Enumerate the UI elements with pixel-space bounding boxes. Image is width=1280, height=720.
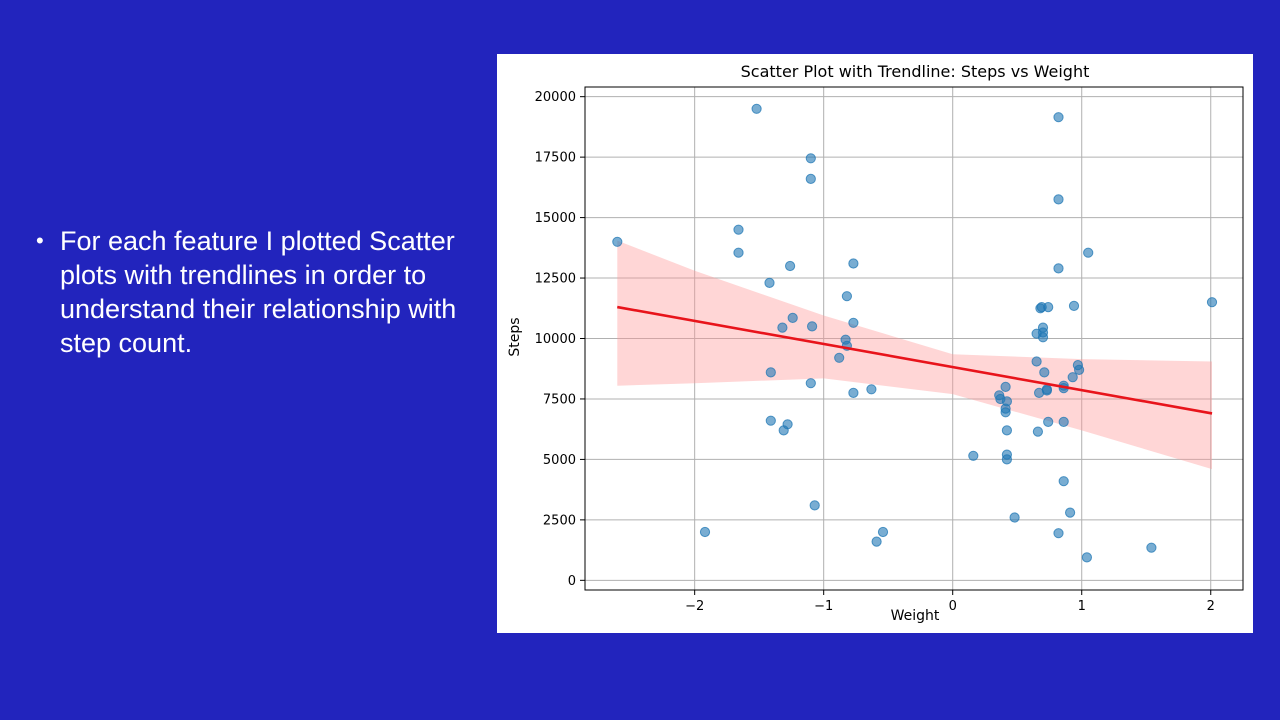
y-tick-label: 0 <box>568 574 576 589</box>
y-tick-label: 5000 <box>543 453 576 468</box>
data-point <box>866 384 877 395</box>
data-point <box>1146 542 1157 553</box>
data-point <box>782 419 793 430</box>
data-point <box>1081 552 1093 563</box>
data-point <box>968 450 979 461</box>
x-tick-label: 2 <box>1207 599 1215 614</box>
axis-ticks: −2 −1 0 1 2 0 2500 5000 7500 10000 12500 15000 17500… <box>535 90 1215 614</box>
data-point <box>1068 300 1080 311</box>
chart-title: Scatter Plot with Trendline: Steps vs We… <box>741 62 1090 81</box>
data-point <box>751 103 762 114</box>
x-tick-label: 1 <box>1078 599 1086 614</box>
confidence-band <box>617 240 1212 470</box>
data-point <box>1058 416 1069 427</box>
data-point <box>848 258 859 269</box>
data-point <box>787 312 798 323</box>
data-point <box>1031 356 1042 367</box>
data-point <box>733 247 744 258</box>
data-point <box>1032 426 1044 437</box>
data-point <box>765 367 776 378</box>
scatter-chart: Scatter Plot with Trendline: Steps vs We… <box>507 62 1244 624</box>
data-point <box>1043 416 1054 427</box>
data-point <box>1058 476 1069 487</box>
data-point <box>809 500 820 511</box>
x-tick-label: 0 <box>949 599 957 614</box>
data-point <box>1083 247 1094 258</box>
data-point <box>807 321 818 332</box>
data-point <box>1037 332 1049 343</box>
data-point <box>1043 302 1054 313</box>
y-tick-label: 12500 <box>535 272 576 287</box>
data-point <box>1065 507 1076 518</box>
data-point <box>1009 512 1020 523</box>
y-tick-label: 2500 <box>543 513 576 528</box>
data-points <box>612 103 1218 563</box>
trendline <box>617 305 1213 415</box>
y-tick-label: 17500 <box>535 151 576 166</box>
data-point <box>805 173 816 185</box>
data-point <box>1000 381 1011 392</box>
data-point <box>1000 407 1011 418</box>
data-point <box>1074 364 1085 375</box>
data-point <box>805 153 816 164</box>
data-point <box>871 536 882 547</box>
x-axis-label: Weight <box>891 608 940 624</box>
grid-lines <box>585 87 1243 590</box>
data-point <box>1206 297 1218 308</box>
bullet-text: For each feature I plotted Scatter plots… <box>60 226 457 358</box>
data-point <box>612 236 623 247</box>
data-point <box>877 526 889 538</box>
y-tick-label: 20000 <box>535 90 576 105</box>
bullet-item: • For each feature I plotted Scatter plo… <box>36 224 476 360</box>
data-point <box>1053 263 1064 274</box>
data-point <box>1039 367 1050 378</box>
data-point <box>1001 454 1012 465</box>
y-axis-label: Steps <box>507 317 523 356</box>
data-point <box>765 415 776 426</box>
x-tick-label: −2 <box>685 599 704 614</box>
data-point <box>1053 112 1064 123</box>
data-point <box>1041 385 1053 396</box>
data-point <box>764 277 775 288</box>
confidence-band-area <box>617 240 1212 470</box>
y-tick-label: 7500 <box>543 392 576 407</box>
x-tick-label: −1 <box>814 599 833 614</box>
data-point <box>1053 194 1064 205</box>
data-point <box>1001 425 1012 436</box>
data-point <box>1053 528 1064 539</box>
data-point <box>848 387 859 398</box>
data-point <box>1067 372 1078 383</box>
data-point <box>733 224 744 235</box>
chart-panel: Scatter Plot with Trendline: Steps vs We… <box>497 54 1253 633</box>
y-tick-label: 15000 <box>535 211 576 226</box>
data-point <box>777 322 788 333</box>
data-point <box>834 352 845 363</box>
data-point <box>841 291 852 302</box>
data-point <box>785 260 796 272</box>
y-tick-label: 10000 <box>535 332 576 347</box>
data-point <box>848 317 859 328</box>
data-point <box>805 378 816 389</box>
slide-text: • For each feature I plotted Scatter plo… <box>36 224 476 360</box>
bullet-dot-icon: • <box>36 228 44 253</box>
data-point <box>699 526 711 538</box>
trendline-line <box>617 305 1213 415</box>
